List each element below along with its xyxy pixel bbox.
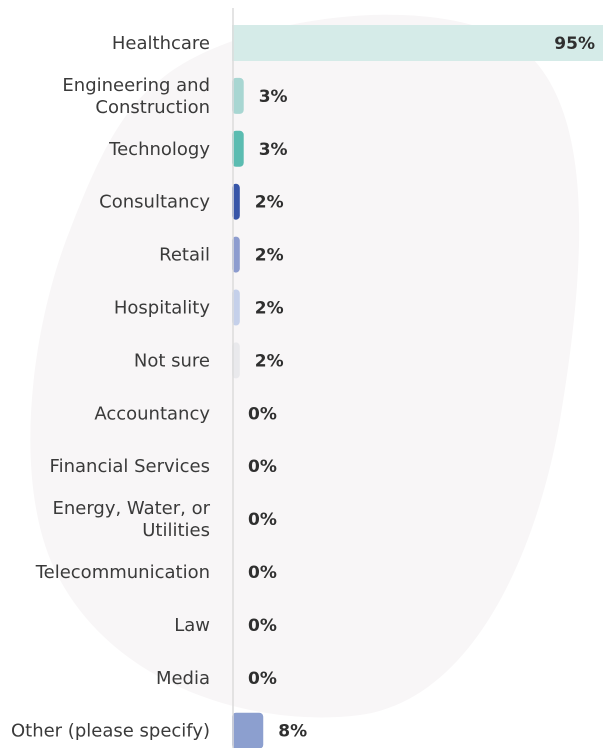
- value-label-engineering-and-construction: 3%: [259, 87, 288, 107]
- category-label-line: Accountancy: [94, 403, 210, 424]
- category-label-line: Utilities: [142, 520, 210, 541]
- bar-not-sure: [232, 342, 240, 379]
- value-label-law: 0%: [248, 616, 277, 636]
- bars-layer: [232, 25, 603, 749]
- category-label-hospitality: Hospitality: [114, 298, 211, 319]
- value-labels-layer: 95% 3% 3% 2% 2% 2% 2% 0% 0% 0% 0% 0% 0% 8%: [248, 34, 595, 742]
- category-label-telecommunication: Telecommunication: [35, 562, 210, 583]
- value-label-consultancy: 2%: [255, 193, 284, 213]
- category-label-line: Engineering and: [62, 75, 210, 96]
- bar-technology: [232, 130, 244, 167]
- category-label-line: Healthcare: [112, 33, 210, 54]
- category-label-other-please-specify: Other (please specify): [11, 721, 210, 742]
- bar-hospitality: [232, 289, 240, 326]
- value-label-other-please-specify: 8%: [278, 722, 307, 742]
- category-label-line: Financial Services: [50, 456, 210, 477]
- category-label-technology: Technology: [108, 139, 210, 160]
- value-label-financial-services: 0%: [248, 457, 277, 477]
- category-labels-layer: Healthcare Engineering and Construction Tec…: [11, 33, 211, 742]
- category-label-line: Telecommunication: [35, 562, 210, 583]
- value-label-healthcare: 95%: [554, 34, 595, 54]
- category-label-line: Retail: [159, 245, 210, 266]
- category-label-line: Media: [156, 668, 210, 689]
- background-blob: [30, 14, 580, 718]
- category-label-consultancy: Consultancy: [99, 192, 210, 213]
- category-label-line: Law: [174, 615, 210, 636]
- category-label-healthcare: Healthcare: [112, 33, 210, 54]
- value-label-accountancy: 0%: [248, 404, 277, 424]
- category-label-retail: Retail: [159, 245, 210, 266]
- category-label-not-sure: Not sure: [134, 350, 210, 371]
- category-label-line: Construction: [95, 97, 210, 118]
- category-label-line: Technology: [108, 139, 210, 160]
- value-label-telecommunication: 0%: [248, 563, 277, 583]
- category-label-media: Media: [156, 668, 210, 689]
- value-label-energy-water-or-utilities: 0%: [248, 510, 277, 530]
- bar-healthcare: [232, 25, 603, 61]
- value-label-hospitality: 2%: [255, 299, 284, 319]
- bar-engineering-and-construction: [232, 77, 244, 114]
- value-label-technology: 3%: [259, 140, 288, 160]
- category-label-accountancy: Accountancy: [94, 403, 210, 424]
- bar-retail: [232, 236, 240, 273]
- category-label-law: Law: [174, 615, 210, 636]
- category-label-engineering-and-construction: Engineering and Construction: [62, 75, 210, 118]
- category-label-energy-water-or-utilities: Energy, Water, or Utilities: [52, 498, 210, 541]
- category-label-line: Consultancy: [99, 192, 210, 213]
- bar-consultancy: [232, 183, 240, 220]
- category-label-line: Not sure: [134, 350, 210, 371]
- bar-other-please-specify: [232, 712, 264, 749]
- category-label-line: Energy, Water, or: [52, 498, 210, 519]
- category-label-financial-services: Financial Services: [50, 456, 210, 477]
- value-label-retail: 2%: [255, 246, 284, 266]
- category-label-line: Other (please specify): [11, 721, 210, 742]
- category-label-line: Hospitality: [114, 298, 211, 319]
- value-label-media: 0%: [248, 669, 277, 689]
- value-label-not-sure: 2%: [255, 351, 284, 371]
